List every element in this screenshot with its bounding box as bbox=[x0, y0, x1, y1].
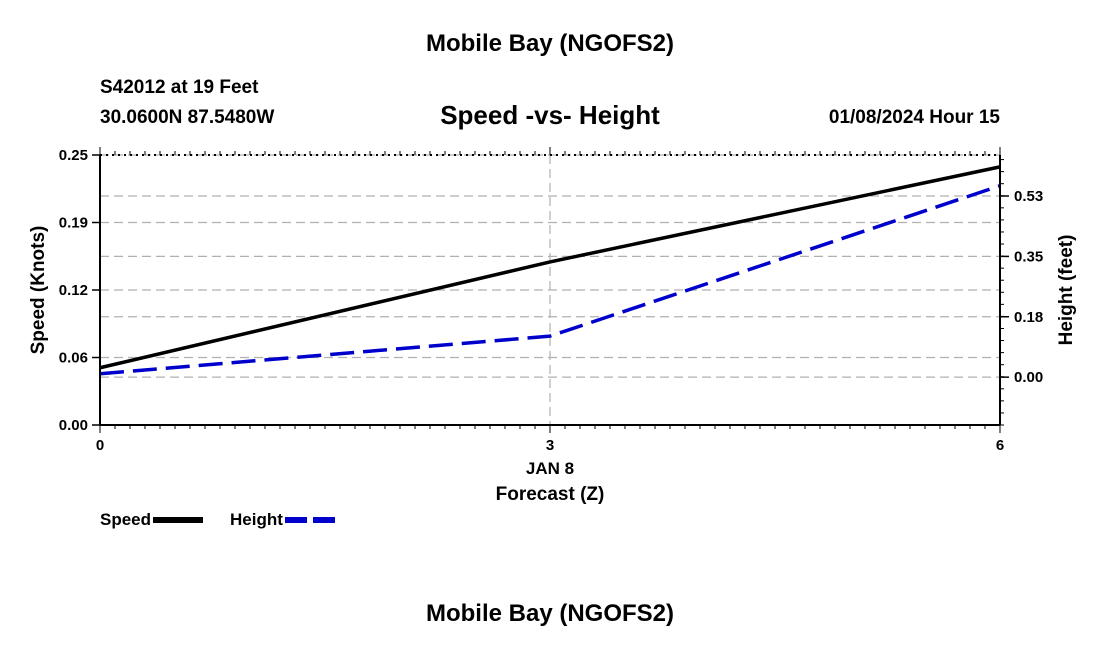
y-right-tick-label-3: 0.53 bbox=[1014, 188, 1043, 205]
y-left-tick-label-3: 0.19 bbox=[59, 215, 88, 232]
x-axis-label: Forecast (Z) bbox=[496, 484, 605, 505]
legend-height-swatch bbox=[284, 517, 335, 523]
y-left-tick-label-4: 0.25 bbox=[59, 147, 88, 164]
legend-speed-swatch bbox=[153, 517, 204, 523]
x-tick-label-0: 0 bbox=[96, 437, 104, 454]
legend-speed: Speed bbox=[100, 510, 205, 530]
x-date-label: JAN 8 bbox=[526, 459, 574, 478]
y-axis-right-label: Height (feet) bbox=[1056, 235, 1077, 346]
y-left-tick-label-2: 0.12 bbox=[59, 282, 88, 299]
y-right-tick-label-2: 0.35 bbox=[1014, 248, 1043, 265]
y-right-tick-label-0: 0.00 bbox=[1014, 369, 1043, 386]
series-line-speed bbox=[99, 165, 1001, 370]
y-left-tick-label-1: 0.06 bbox=[59, 350, 88, 367]
chart-title: Mobile Bay (NGOFS2) bbox=[425, 30, 675, 57]
chart-subtitle: Speed -vs- Height bbox=[440, 100, 660, 130]
footer-title: Mobile Bay (NGOFS2) bbox=[425, 600, 675, 627]
series-line-height bbox=[99, 184, 1001, 376]
y-right-tick-label-1: 0.18 bbox=[1014, 309, 1043, 326]
series-lines bbox=[99, 165, 1001, 376]
legend-height: Height bbox=[230, 510, 337, 530]
x-tick-label-2: 6 bbox=[996, 437, 1004, 454]
y-left-tick-label-0: 0.00 bbox=[59, 417, 88, 434]
coordinates-label: 30.0600N 87.5480W bbox=[100, 107, 275, 128]
y-axis-left-label: Speed (Knots) bbox=[28, 226, 49, 355]
legend-speed-label: Speed bbox=[100, 510, 152, 529]
datetime-label: 01/08/2024 Hour 15 bbox=[828, 107, 1000, 128]
tick-labels: 0.00 0.06 0.12 0.19 0.25 0.00 0.18 0.35 0.53 0 3 6 bbox=[59, 147, 1043, 454]
tick-marks bbox=[92, 147, 1009, 433]
legend-height-label: Height bbox=[230, 510, 283, 529]
x-tick-label-1: 3 bbox=[546, 437, 554, 454]
station-label: S42012 at 19 Feet bbox=[100, 77, 259, 98]
